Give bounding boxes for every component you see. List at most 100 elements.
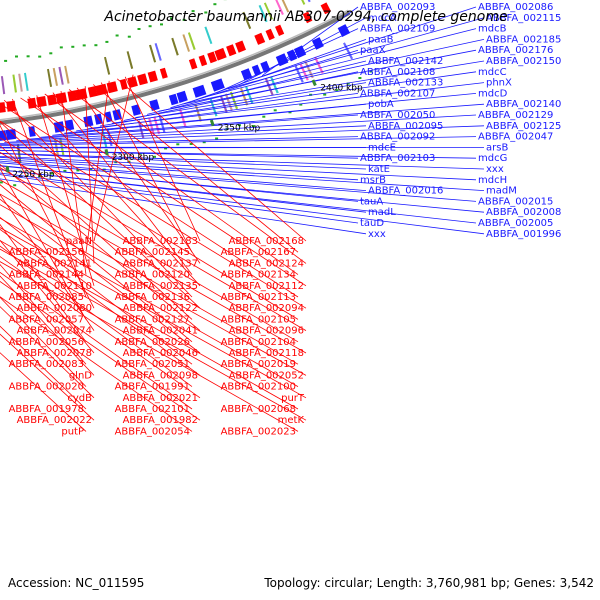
gc-marker — [94, 44, 98, 47]
forward-gene — [176, 90, 188, 103]
reverse-gene-label: ABBFA_002104 — [221, 337, 296, 348]
reverse-gene-label: ABBFA_002113 — [221, 292, 296, 303]
reverse-gene-label: ABBFA_002105 — [221, 314, 296, 325]
feature-block — [182, 34, 190, 52]
leader-line — [147, 60, 367, 115]
reverse-gene-label: ABBFA_002136 — [115, 292, 190, 303]
leader-line — [0, 245, 193, 387]
reverse-gene-label: putP — [61, 426, 84, 437]
reverse-gene-label: ABBFA_002167 — [221, 247, 296, 258]
forward-gene-label: katE — [368, 164, 390, 175]
reverse-gene — [226, 44, 237, 57]
forward-gene — [168, 93, 179, 106]
feature-block — [242, 11, 252, 30]
gc-marker — [76, 169, 80, 172]
forward-gene-label: mdcC — [478, 67, 507, 78]
kbp-tick-label: 2250 kbp — [12, 170, 55, 180]
forward-gene — [131, 104, 141, 116]
forward-gene-label: madL — [368, 207, 396, 218]
reverse-gene — [265, 28, 275, 41]
reverse-gene-label: ABBFA_002023 — [221, 426, 296, 437]
forward-gene-label: mdcE — [368, 142, 396, 153]
leader-line — [12, 98, 87, 298]
leader-line — [0, 169, 477, 224]
forward-gene-label: ABBFA_002115 — [486, 13, 561, 24]
leader-line — [16, 114, 477, 142]
forward-gene-label: paaX — [360, 45, 386, 56]
forward-gene-label: arsB — [486, 142, 508, 153]
leader-line — [116, 78, 307, 242]
reverse-gene — [127, 76, 138, 88]
forward-strand-track — [0, 24, 351, 141]
leader-line — [100, 82, 193, 253]
gc-marker — [127, 35, 131, 38]
reverse-gene-label: ABBFA_002168 — [229, 236, 304, 247]
feature-block — [59, 137, 65, 156]
leader-line — [92, 84, 299, 253]
reverse-gene — [235, 40, 246, 53]
reverse-gene — [302, 11, 313, 24]
forward-gene-label: mdcG — [478, 153, 507, 164]
reverse-gene-label: ABBFA_002101 — [115, 404, 190, 415]
leader-line — [0, 184, 193, 343]
reverse-gene — [214, 47, 227, 61]
forward-gene-label: ABBFA_002095 — [368, 121, 443, 132]
leader-line — [0, 296, 193, 432]
reverse-gene — [67, 90, 78, 102]
leader-line — [0, 120, 307, 309]
reverse-gene-label: ABBFA_002127 — [115, 314, 190, 325]
genome-backbone — [0, 11, 351, 125]
leader-line — [0, 256, 201, 399]
reverse-gene-label: ABBFA_001978 — [9, 404, 84, 415]
leader-line — [0, 151, 307, 331]
forward-gene — [5, 128, 17, 141]
leader-line — [3, 99, 193, 298]
forward-gene-label: madM — [486, 186, 517, 197]
forward-gene — [149, 99, 160, 111]
gc-marker — [4, 59, 8, 62]
leader-line — [0, 325, 87, 410]
reverse-gene-label: ABBFA_002098 — [123, 370, 198, 381]
reverse-gene — [188, 58, 198, 70]
forward-gene — [64, 119, 75, 131]
gc-marker — [237, 124, 241, 127]
gene-labels: ABBFA_002093 ABBFA_002086 mdcA ABBFA_002115… — [9, 2, 562, 437]
leader-line — [0, 136, 359, 146]
leader-line — [0, 240, 299, 410]
feature-block — [229, 91, 239, 110]
leader-line — [0, 103, 299, 298]
reverse-gene-label: ABBFA_002052 — [229, 370, 304, 381]
gc-marker — [63, 169, 67, 172]
gc-marker — [15, 55, 18, 58]
forward-gene-label: pobA — [368, 99, 394, 110]
reverse-gene-label: ABBFA_002137 — [123, 258, 198, 269]
forward-gene — [210, 78, 225, 92]
leader-line — [0, 239, 95, 354]
leader-line — [0, 306, 95, 399]
reverse-gene — [207, 51, 217, 64]
reverse-gene — [36, 96, 47, 108]
leader-line — [0, 204, 307, 376]
reverse-gene-label: ABBFA_002096 — [229, 326, 304, 337]
leader-line — [0, 179, 307, 354]
reverse-gene-label: ABBFA_002041 — [123, 326, 198, 337]
feature-block — [126, 51, 134, 69]
forward-gene-label: ABBFA_002129 — [478, 110, 553, 121]
map-title: Acinetobacter baumannii AB307-0294, comp… — [103, 9, 507, 25]
feature-block — [258, 4, 268, 23]
leader-line — [170, 49, 359, 109]
forward-gene-label: phnX — [486, 78, 512, 89]
leader-line — [52, 103, 367, 136]
reverse-gene-label: ABBFA_002051 — [115, 359, 190, 370]
gc-marker — [191, 10, 195, 13]
gc-marker — [176, 143, 180, 146]
reverse-gene-label: ABBFA_002100 — [221, 382, 296, 393]
gc-marker — [189, 143, 193, 145]
leader-line — [0, 124, 95, 309]
feature-block — [149, 44, 157, 63]
leader-line — [111, 71, 477, 124]
gc-marker — [288, 111, 292, 114]
reverse-gene-label: purT — [281, 393, 305, 404]
reverse-gene-label: ABBFA_002134 — [221, 270, 296, 281]
genome-stats-text: Topology: circular; Length: 3,760,981 bp… — [263, 576, 594, 590]
